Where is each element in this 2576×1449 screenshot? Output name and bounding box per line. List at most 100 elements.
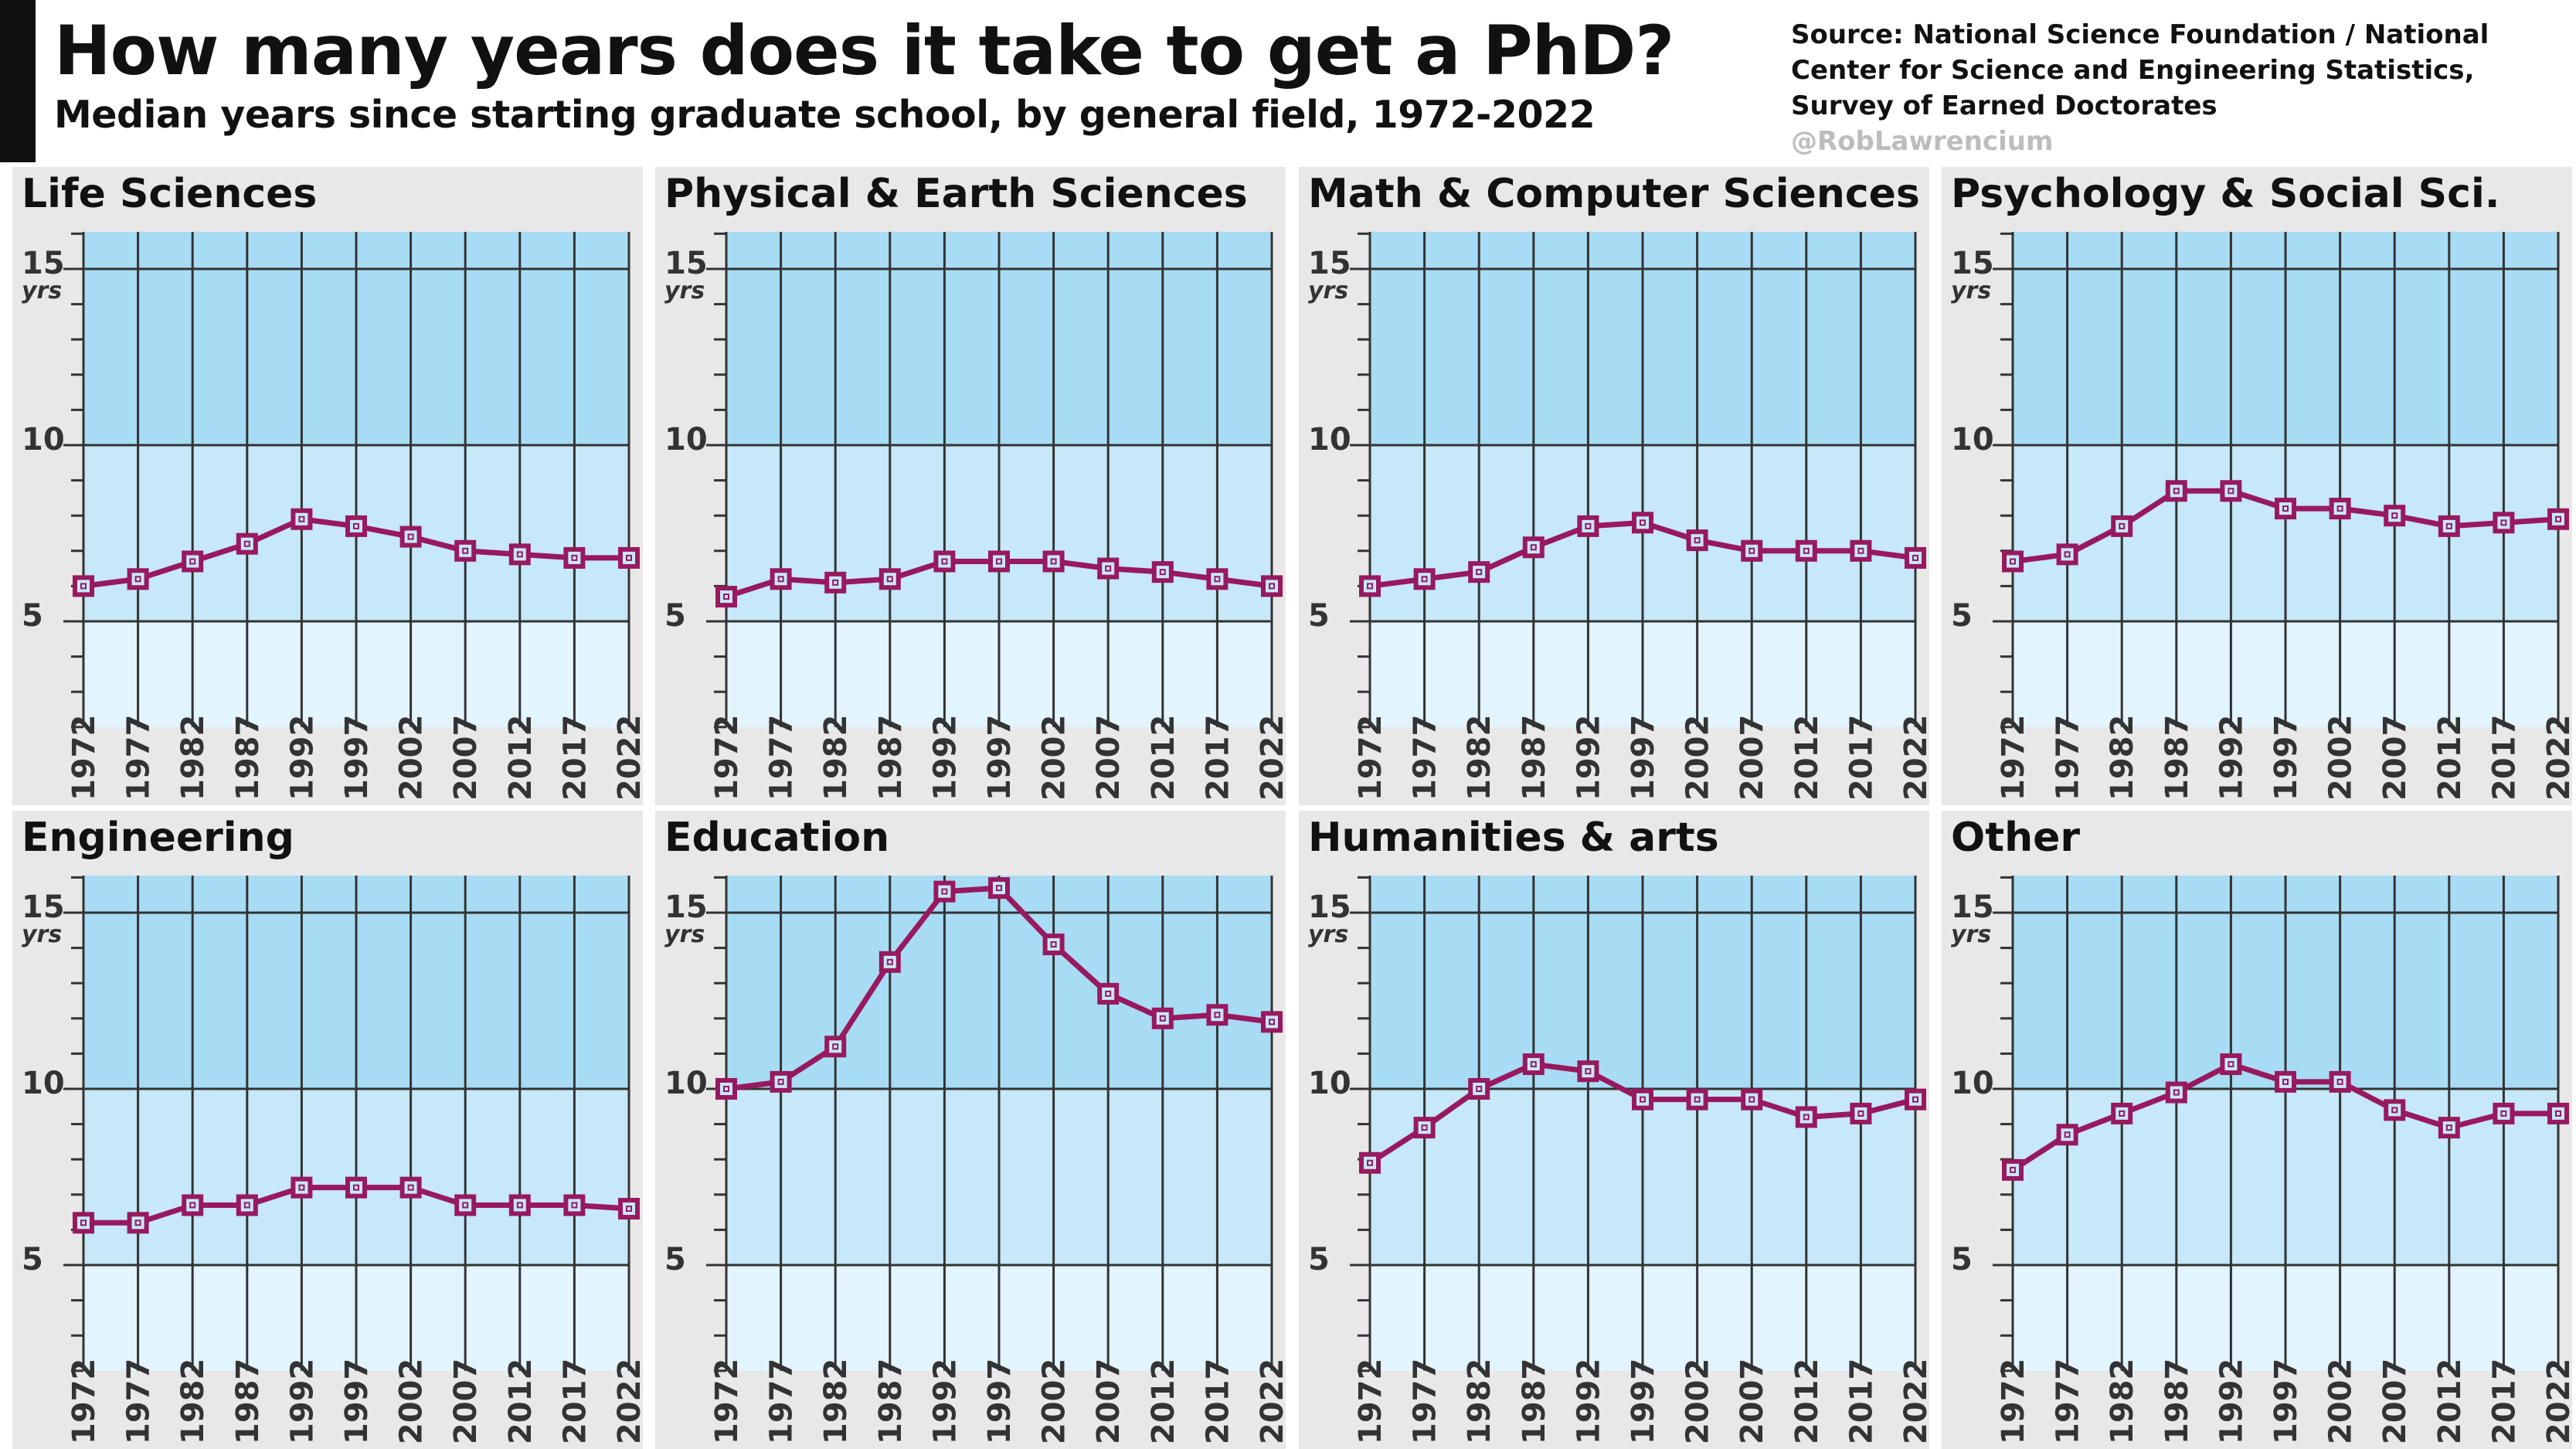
data-point-inner (2064, 551, 2071, 558)
x-tick-label: 1977 (764, 715, 800, 801)
x-tick-label: 1977 (2051, 1359, 2086, 1444)
x-tick-label: 1977 (764, 1359, 800, 1444)
x-tick-label: 1972 (1996, 1359, 2031, 1444)
data-point (2111, 515, 2133, 537)
x-tick-label: 1997 (982, 715, 1018, 801)
x-tick-label: 2017 (557, 715, 593, 801)
data-point-inner (2173, 1089, 2180, 1096)
data-point (1097, 982, 1120, 1005)
data-point (1413, 568, 1436, 590)
x-tick-label: 1987 (2160, 1359, 2195, 1444)
x-tick-label: 2022 (1898, 1359, 1934, 1444)
x-tick-label: 2012 (1789, 715, 1825, 801)
data-point-inner (1585, 522, 1592, 529)
data-point-inner (1640, 1096, 1646, 1103)
data-point (2493, 1102, 2515, 1124)
data-point-inner (407, 1184, 414, 1191)
data-point (1632, 1088, 1653, 1111)
x-tick-label: 2002 (1037, 1359, 1072, 1444)
panel-title: Math & Computer Sciences (1308, 171, 1920, 217)
x-tick-label: 2012 (503, 715, 539, 801)
y-tick-label: 15 (1951, 246, 1994, 281)
data-point (2002, 1158, 2024, 1181)
x-tick-label: 2007 (448, 715, 484, 801)
x-tick-label: 1997 (1626, 1359, 1661, 1444)
data-point (1468, 1078, 1490, 1100)
y-tick-label: 5 (22, 1242, 43, 1277)
data-point-inner (1640, 519, 1646, 526)
data-point-inner (1694, 537, 1701, 544)
data-point-inner (1912, 554, 1918, 561)
y-tick-label: 10 (22, 422, 65, 457)
data-point (291, 1176, 313, 1199)
x-tick-label: 1982 (2105, 715, 2140, 801)
x-tick-label: 1972 (709, 1359, 745, 1444)
x-tick-label: 1982 (2105, 1359, 2140, 1444)
x-tick-label: 2002 (2323, 715, 2359, 801)
data-point (1522, 1053, 1545, 1076)
x-tick-label: 2022 (2541, 1359, 2576, 1444)
y-unit-label: yrs (22, 277, 62, 304)
data-point-inner (2336, 1078, 2343, 1085)
x-tick-label: 2007 (2377, 1359, 2413, 1444)
y-tick-label: 5 (664, 1242, 686, 1277)
data-point (508, 543, 531, 566)
data-point (1359, 1151, 1381, 1174)
y-tick-label: 5 (1951, 598, 1973, 634)
data-point (291, 508, 313, 530)
data-point-inner (1269, 1019, 1275, 1026)
x-tick-label: 1972 (66, 1359, 102, 1444)
panel-title: Psychology & Social Sci. (1951, 171, 2500, 217)
data-point-inner (626, 554, 632, 561)
x-tick-label: 1982 (818, 1359, 854, 1444)
data-point-inner (2336, 505, 2343, 512)
author-handle: @RobLawrencium (1791, 126, 2054, 157)
x-tick-label: 1992 (2214, 1359, 2249, 1444)
chart-title: How many years does it take to get a PhD… (54, 11, 1674, 90)
data-point-inner (1585, 1068, 1592, 1075)
x-tick-label: 1982 (818, 715, 854, 801)
data-point-inner (2282, 1078, 2289, 1085)
y-unit-label: yrs (1951, 921, 1991, 948)
data-point-inner (2391, 512, 2398, 519)
data-point (715, 1078, 737, 1100)
x-tick-label: 1992 (1571, 1359, 1606, 1444)
data-point (1741, 1088, 1763, 1111)
data-point (399, 1176, 422, 1199)
x-tick-label: 2017 (2486, 715, 2522, 801)
panel-title: Physical & Earth Sciences (664, 171, 1248, 217)
data-point-inner (298, 515, 305, 522)
x-tick-label: 2022 (1255, 1359, 1290, 1444)
data-point-inner (462, 1202, 469, 1209)
data-point (345, 515, 367, 537)
data-point-inner (2228, 488, 2234, 495)
data-point-inner (1530, 544, 1537, 551)
y-unit-label: yrs (22, 921, 62, 948)
data-point (2438, 1117, 2460, 1139)
x-tick-label: 2022 (612, 715, 647, 801)
data-point-inner (134, 1219, 141, 1226)
x-tick-label: 1982 (175, 1359, 211, 1444)
source-line: Source: National Science Foundation / Na… (1791, 19, 2489, 50)
data-point (988, 877, 1010, 900)
x-tick-label: 2002 (1681, 715, 1716, 801)
y-tick-label: 10 (1951, 1066, 1994, 1101)
data-point (2220, 480, 2242, 502)
y-unit-label: yrs (1951, 277, 1991, 304)
data-point (715, 586, 737, 608)
x-tick-label: 1977 (1408, 715, 1443, 801)
x-tick-label: 1982 (1462, 1359, 1497, 1444)
y-tick-label: 10 (22, 1066, 65, 1101)
data-point-inner (243, 540, 250, 547)
y-unit-label: yrs (1308, 277, 1348, 304)
data-point (563, 546, 586, 569)
data-point-inner (1912, 1096, 1918, 1103)
data-point-inner (941, 558, 948, 565)
data-point (73, 575, 94, 597)
data-point (2111, 1102, 2133, 1124)
data-point-inner (1421, 576, 1428, 583)
x-tick-label: 2017 (1844, 1359, 1879, 1444)
x-tick-label: 2022 (612, 1359, 647, 1444)
